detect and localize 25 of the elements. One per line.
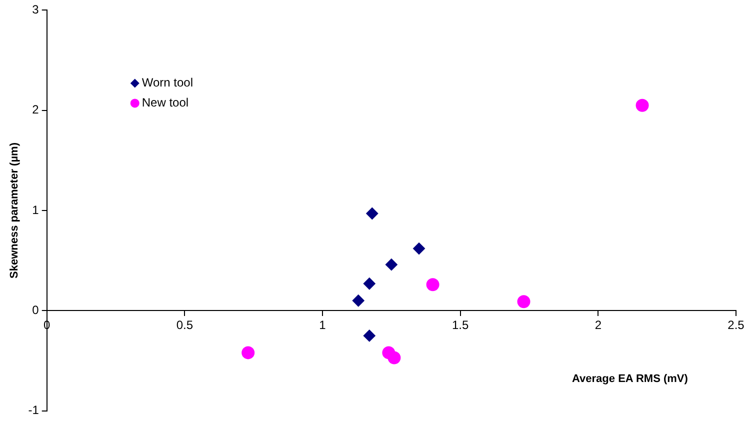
point [363,278,376,290]
legend-label: Worn tool [142,76,194,90]
point [352,294,364,307]
y-tick-label: 2 [32,102,40,117]
y-tick-label: 1 [32,202,40,217]
point [385,258,398,271]
y-tick-label: 3 [32,2,40,17]
point [388,351,401,364]
legend-label: New tool [142,96,189,110]
x-tick-label: 0.5 [176,318,194,332]
point [242,346,255,360]
y-tick-label: -1 [28,403,40,418]
point [413,242,425,255]
point [366,208,378,220]
x-tick-label: 2.5 [728,318,745,332]
point [517,295,530,308]
point [426,278,440,292]
y-tick-label: 0 [32,302,40,317]
y-axis-title: Skewness parameter (µm) [8,142,21,278]
point [363,330,376,342]
x-axis-title: Average EA RMS (mV) [572,372,688,385]
x-tick-label: 2 [594,318,602,332]
x-tick-label: 1.5 [452,318,470,332]
x-tick-label: 1 [319,318,326,332]
point [636,98,649,112]
